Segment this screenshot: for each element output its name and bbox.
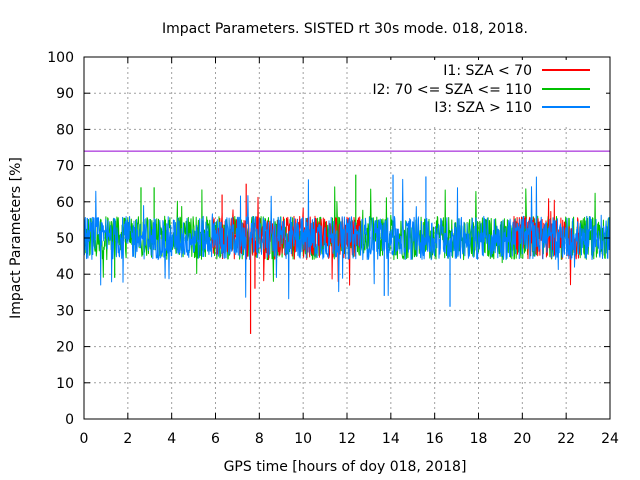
- y-tick-label: 100: [47, 50, 74, 66]
- plot-area: [83, 174, 611, 334]
- x-tick-label: 2: [123, 431, 132, 447]
- y-tick-label: 70: [56, 159, 74, 175]
- legend-label-i3: I3: SZA > 110: [434, 100, 532, 116]
- legend-label-i1: I1: SZA < 70: [443, 63, 532, 79]
- x-tick-label: 22: [557, 431, 575, 447]
- x-tick-label: 12: [338, 431, 356, 447]
- x-tick-label: 24: [601, 431, 619, 447]
- y-tick-label: 10: [56, 376, 74, 392]
- x-tick-label: 6: [211, 431, 220, 447]
- y-tick-label: 40: [56, 267, 74, 283]
- chart-title: Impact Parameters. SISTED rt 30s mode. 0…: [162, 21, 528, 37]
- x-tick-label: 0: [80, 431, 89, 447]
- y-axis-label: Impact Parameters [%]: [8, 157, 24, 319]
- x-tick-label: 14: [382, 431, 400, 447]
- y-tick-label: 0: [65, 412, 74, 428]
- y-tick-label: 50: [56, 231, 74, 247]
- legend-label-i2: I2: 70 <= SZA <= 110: [372, 82, 532, 98]
- legend: I1: SZA < 70 I2: 70 <= SZA <= 110 I3: SZ…: [372, 60, 606, 126]
- x-tick-label: 18: [470, 431, 488, 447]
- series-line: [83, 176, 611, 300]
- x-tick-label: 4: [167, 431, 176, 447]
- y-tick-label: 90: [56, 86, 74, 102]
- x-tick-label: 8: [255, 431, 264, 447]
- y-tick-label: 80: [56, 122, 74, 138]
- x-axis-label: GPS time [hours of doy 018, 2018]: [224, 459, 467, 475]
- y-tick-label: 20: [56, 340, 74, 356]
- x-tick-label: 20: [513, 431, 531, 447]
- axes: 0 2 4 6 8 10 12 14 16 18 20 22 240102030405060708090…: [47, 50, 619, 447]
- y-tick-label: 30: [56, 303, 74, 319]
- x-tick-label: 10: [294, 431, 312, 447]
- y-tick-label: 60: [56, 195, 74, 211]
- x-tick-label: 16: [426, 431, 444, 447]
